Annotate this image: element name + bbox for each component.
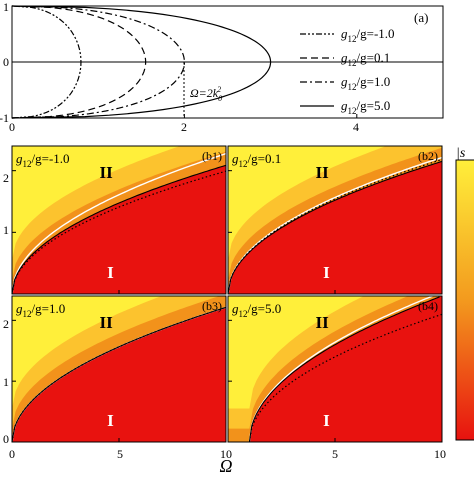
series-curve-2 bbox=[11, 5, 185, 119]
heatmap-ratio-label: g12/g=0.1 bbox=[232, 151, 281, 169]
panel-a-label: (a) bbox=[414, 10, 428, 25]
phase-boundary-curve bbox=[227, 160, 443, 295]
region-i-fill bbox=[228, 296, 442, 442]
b-xtick-0-left: 0 bbox=[9, 447, 15, 461]
region-i-label: I bbox=[323, 263, 330, 282]
panel-a: (a) Ω=2k02 g12/g=-1.0g12/g=0.1g12/g=1.0g… bbox=[0, 0, 444, 134]
series-curve-3 bbox=[11, 5, 272, 119]
legend-label-0: g12/g=-1.0 bbox=[341, 26, 395, 44]
heatmap-panel-id: (b3) bbox=[202, 299, 222, 313]
a-xtick-2: 2 bbox=[181, 120, 187, 134]
a-ytick-0: 0 bbox=[3, 55, 9, 69]
region-i-label: I bbox=[323, 411, 330, 430]
b-xlabel: Ω bbox=[219, 456, 232, 474]
colorbar-label: |s bbox=[456, 146, 466, 161]
a-xtick-4: 4 bbox=[353, 120, 359, 134]
region-ii-label: II bbox=[100, 163, 114, 182]
a-ytick-neg1: -1 bbox=[0, 111, 9, 125]
region-ii-label: II bbox=[100, 313, 114, 332]
phase-boundary-curve bbox=[11, 306, 227, 443]
series-curve-0 bbox=[11, 5, 82, 119]
heatmap-ratio-label: g12/g=-1.0 bbox=[16, 151, 70, 169]
panel-a-curves bbox=[11, 5, 443, 119]
region-ii-label: II bbox=[316, 313, 330, 332]
legend-label-3: g12/g=5.0 bbox=[341, 98, 390, 116]
white-boundary-curve bbox=[248, 295, 433, 443]
white-boundary-curve bbox=[227, 156, 443, 295]
critical-annotation: Ω=2k02 bbox=[190, 85, 222, 103]
colorbar bbox=[455, 159, 474, 441]
phase-boundary-curve bbox=[248, 296, 440, 443]
series-curve-1 bbox=[11, 5, 147, 119]
phase-boundary-curve bbox=[11, 164, 227, 295]
b-ytick-2-top: 2 bbox=[3, 171, 9, 185]
heatmap-ratio-label: g12/g=5.0 bbox=[232, 301, 281, 319]
a-ytick-1: 1 bbox=[3, 0, 9, 14]
b-xtick-5-left: 5 bbox=[117, 447, 123, 461]
b-xtick-10-right: 10 bbox=[434, 447, 446, 461]
b-xtick-5-right: 5 bbox=[332, 447, 338, 461]
region-ii-label: II bbox=[316, 163, 330, 182]
b-xtick-10-left: 10 bbox=[220, 447, 232, 461]
heatmap-ratio-label: g12/g=1.0 bbox=[16, 301, 65, 319]
region-i-fill bbox=[228, 161, 442, 294]
a-xtick-0: 0 bbox=[9, 120, 15, 134]
region-i-label: I bbox=[107, 411, 114, 430]
heatmap-panels: (b1)g12/g=-1.0III(b2)g12/g=0.1III(b3)g12… bbox=[11, 145, 443, 443]
heatmap-panel-id: (b2) bbox=[418, 149, 438, 163]
heatmap-panel-id: (b1) bbox=[202, 149, 222, 163]
region-i-label: I bbox=[107, 263, 114, 282]
b-ytick-1-bot: 1 bbox=[3, 375, 9, 389]
b-ytick-1-top: 1 bbox=[3, 223, 9, 237]
region-i-fill bbox=[12, 165, 226, 294]
panel-a-axes bbox=[11, 5, 358, 119]
b-ytick-2-bot: 2 bbox=[3, 317, 9, 331]
legend-label-2: g12/g=1.0 bbox=[341, 74, 390, 92]
legend-label-1: g12/g=0.1 bbox=[341, 50, 390, 68]
heatmap-panel-id: (b4) bbox=[418, 299, 438, 313]
white-boundary-curve bbox=[11, 152, 227, 295]
dotted-boundary-curve bbox=[11, 170, 227, 295]
region-i-fill bbox=[12, 307, 226, 442]
panel-a-legend: g12/g=-1.0 g12/g=0.1 g12/g=1.0 g12/g=5.0 bbox=[300, 26, 395, 116]
b-ytick-0-bot: 0 bbox=[3, 432, 9, 446]
